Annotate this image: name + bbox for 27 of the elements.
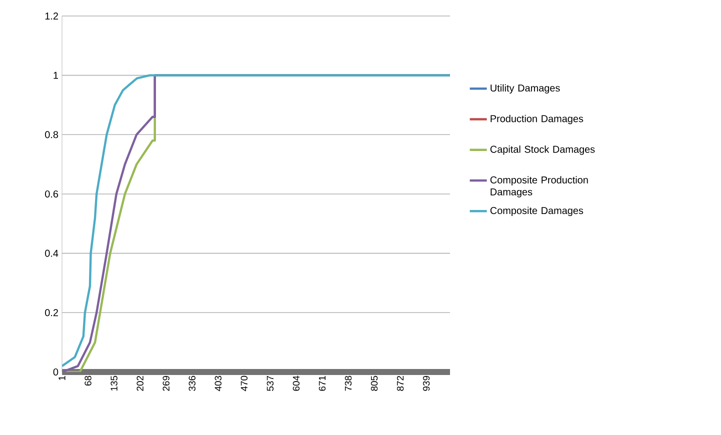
- y-tick-label: 0.2: [45, 309, 58, 316]
- y-tick-label: 1: [54, 72, 58, 79]
- x-tick-label: 671: [318, 376, 326, 391]
- x-tick-label: 68: [84, 376, 92, 386]
- legend-label: Composite Damages: [490, 206, 584, 216]
- y-tick-label: 0.6: [45, 190, 58, 198]
- x-tick-label: 135: [110, 376, 118, 391]
- x-tick-label: 336: [188, 376, 196, 391]
- legend-label: Utility Damages: [490, 84, 560, 94]
- legend-label: Production Damages: [490, 114, 584, 124]
- y-tick-label: 0.8: [45, 131, 58, 138]
- legend-label: Composite Production Damages: [490, 176, 588, 198]
- y-tick-label: 0.4: [45, 250, 58, 257]
- y-tick-label: 0: [53, 368, 58, 376]
- x-tick-label: 403: [214, 376, 222, 392]
- x-tick-label: 202: [136, 376, 144, 391]
- x-tick-label: 470: [240, 376, 248, 392]
- x-tick-label: 537: [266, 376, 274, 391]
- x-tick-label: 738: [344, 376, 352, 391]
- y-tick-label: 1.2: [45, 12, 58, 20]
- x-tick-label: 872: [396, 376, 404, 391]
- x-tick-label: 805: [370, 376, 378, 391]
- x-tick-label: 1: [58, 376, 66, 380]
- legend-label: Capital Stock Damages: [490, 146, 595, 155]
- x-tick-label: 269: [162, 376, 170, 391]
- x-tick-label: 939: [422, 376, 430, 391]
- x-tick-label: 604: [292, 376, 300, 391]
